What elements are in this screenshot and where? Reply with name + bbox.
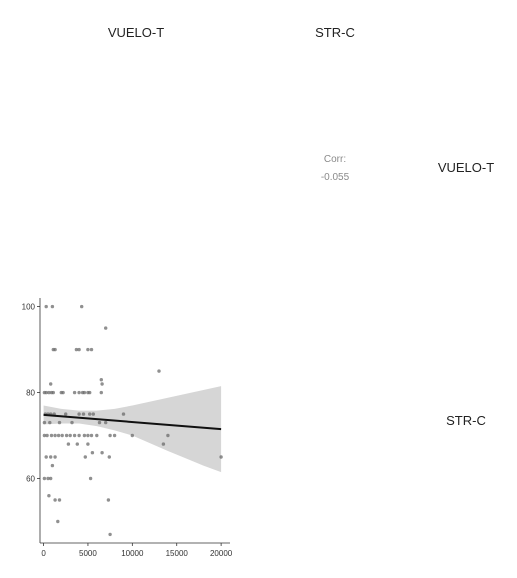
data-point	[106, 498, 111, 502]
data-point	[81, 412, 86, 416]
data-point	[157, 369, 161, 373]
data-point	[50, 304, 55, 309]
data-point	[99, 390, 104, 395]
data-point	[53, 498, 57, 502]
data-point	[99, 378, 104, 382]
data-point	[86, 433, 90, 438]
data-point	[166, 433, 170, 438]
column-header-str-c: STR-C	[315, 25, 355, 40]
data-point	[100, 451, 104, 455]
data-point	[49, 433, 54, 438]
x-tick-label: 5000	[79, 549, 97, 558]
data-point	[47, 494, 51, 498]
data-point	[56, 433, 61, 438]
data-point	[51, 390, 55, 395]
data-point	[82, 390, 87, 395]
y-tick-label: 80	[26, 389, 35, 398]
data-point	[88, 412, 92, 416]
data-point	[56, 519, 60, 524]
data-point	[42, 476, 47, 481]
data-point	[45, 433, 49, 438]
data-point	[57, 498, 62, 502]
data-point	[44, 455, 48, 459]
column-header-vuelo-t: VUELO-T	[108, 25, 164, 40]
data-point	[89, 347, 94, 352]
data-point	[57, 420, 62, 425]
data-point	[107, 455, 112, 459]
data-point	[82, 433, 87, 438]
data-point	[46, 476, 50, 481]
data-point	[97, 420, 102, 425]
x-tick-label: 15000	[166, 549, 189, 558]
data-point	[70, 420, 74, 425]
data-point	[42, 433, 47, 438]
correlation-label: Corr:	[324, 154, 346, 165]
data-point	[112, 433, 117, 438]
data-point	[48, 420, 52, 425]
data-point	[63, 412, 68, 416]
data-point	[53, 347, 57, 352]
data-point	[44, 390, 48, 395]
data-point	[104, 420, 108, 425]
regression-line-layer	[43, 413, 222, 431]
data-point	[88, 476, 93, 481]
data-point	[61, 390, 65, 395]
data-point	[72, 433, 77, 438]
data-point	[66, 442, 71, 446]
data-point	[64, 433, 69, 438]
scatter-panel: 60 80 100 0 5000 10000 15000 20000	[22, 298, 233, 558]
confidence-band	[43, 386, 222, 473]
data-point	[75, 442, 80, 446]
data-point	[77, 433, 81, 438]
data-point	[108, 433, 112, 438]
data-point	[74, 347, 79, 352]
data-points-layer	[42, 304, 223, 537]
data-point	[86, 442, 90, 446]
data-point	[49, 382, 53, 386]
data-point	[104, 326, 108, 330]
x-tick-label: 10000	[121, 549, 144, 558]
data-point	[91, 412, 96, 416]
y-tick-label: 100	[22, 303, 36, 312]
data-point	[90, 451, 95, 455]
data-point	[53, 455, 57, 459]
data-point	[53, 433, 57, 438]
data-point	[47, 390, 51, 395]
data-point	[219, 455, 223, 459]
data-point	[77, 412, 81, 416]
data-point	[44, 304, 48, 309]
data-point	[108, 532, 112, 537]
data-point	[130, 433, 134, 438]
data-point	[83, 455, 88, 459]
data-point	[89, 433, 94, 438]
data-point	[49, 455, 53, 459]
data-point	[77, 390, 81, 395]
data-point	[42, 420, 47, 425]
data-point	[60, 433, 64, 438]
data-point	[49, 476, 53, 481]
x-tick-label: 0	[41, 549, 46, 558]
correlation-value: -0.055	[321, 172, 350, 183]
row-header-vuelo-t: VUELO-T	[438, 160, 494, 175]
data-point	[80, 304, 84, 309]
data-point	[121, 412, 126, 416]
row-header-str-c: STR-C	[446, 413, 486, 428]
confidence-band-layer	[43, 386, 222, 473]
data-point	[95, 433, 99, 438]
axes-layer: 60 80 100 0 5000 10000 15000 20000	[22, 298, 233, 558]
data-point	[88, 390, 92, 395]
data-point	[68, 433, 72, 438]
data-point	[100, 382, 104, 386]
regression-line	[43, 413, 222, 431]
x-tick-label: 20000	[210, 549, 233, 558]
data-point	[77, 347, 81, 352]
data-point	[86, 347, 90, 352]
y-tick-label: 60	[26, 475, 35, 484]
data-point	[161, 442, 166, 446]
data-point	[50, 463, 55, 468]
data-point	[72, 390, 77, 395]
